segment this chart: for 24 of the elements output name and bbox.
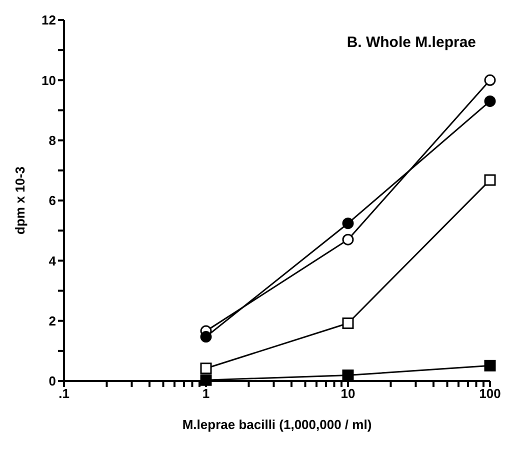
y-tick-label: 8 bbox=[48, 132, 56, 148]
y-tick-label: 0 bbox=[48, 374, 56, 389]
text: B. Whole M.leprae bbox=[346, 34, 476, 51]
x-tick-label: 10 bbox=[340, 386, 356, 402]
point bbox=[484, 95, 496, 107]
x-axis-title: M.leprae bacilli (1,000,000 / ml) bbox=[182, 417, 372, 432]
y-tick-label: 10 bbox=[42, 72, 56, 88]
point bbox=[200, 331, 212, 343]
x-tick-label: 100 bbox=[479, 386, 501, 402]
point bbox=[342, 234, 354, 246]
point bbox=[342, 317, 354, 329]
point bbox=[484, 174, 496, 186]
point bbox=[484, 74, 496, 86]
point bbox=[484, 360, 496, 372]
y-tick-label: 2 bbox=[48, 313, 56, 328]
y-tick-label: 12 bbox=[42, 12, 56, 28]
y-tick-label: 4 bbox=[48, 253, 57, 268]
point bbox=[342, 370, 354, 382]
y-tick-label: 6 bbox=[48, 193, 56, 208]
point bbox=[342, 218, 354, 230]
y-axis-title: dpm x 10-3 bbox=[12, 166, 28, 234]
x-tick-label: .1 bbox=[58, 386, 70, 402]
point bbox=[200, 362, 212, 374]
x-tick-label: 1 bbox=[202, 386, 210, 402]
